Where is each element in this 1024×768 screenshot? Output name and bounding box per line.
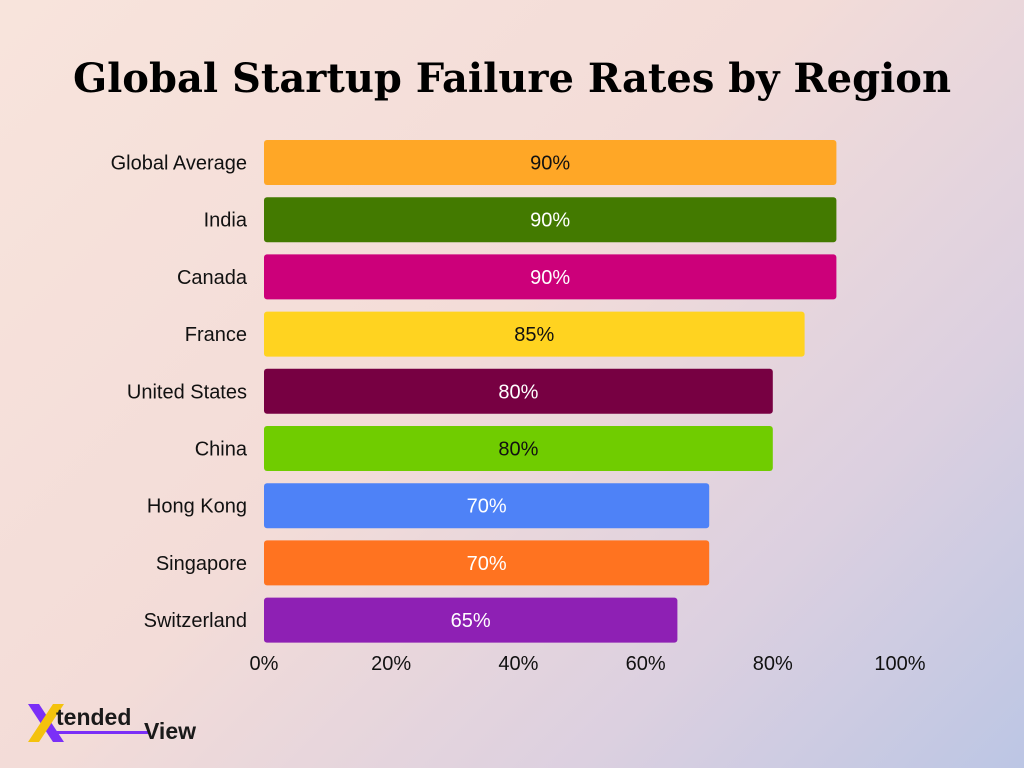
x-tick-label: 20%: [371, 653, 411, 675]
logo-word-view: View: [144, 718, 196, 744]
bar: [264, 197, 837, 243]
bar: [264, 140, 837, 185]
bars-layer: Global Average 90% India 90% Canada 90% France…: [111, 140, 837, 643]
bar-value-label: 80%: [498, 381, 538, 403]
category-label: Singapore: [156, 553, 247, 575]
bar-value-label: 70%: [467, 553, 507, 575]
x-tick-label: 0%: [250, 653, 279, 675]
category-label: Switzerland: [144, 610, 247, 632]
category-label: India: [204, 210, 248, 232]
chart-title: Global Startup Failure Rates by Region: [73, 55, 951, 102]
category-label: United States: [127, 381, 247, 403]
category-label: Hong Kong: [147, 496, 247, 518]
bar: [264, 426, 773, 471]
bar-value-label: 70%: [467, 496, 507, 518]
bar-value-label: 90%: [530, 153, 570, 175]
logo-x-mark-icon: [28, 704, 64, 742]
bar-value-label: 85%: [514, 324, 554, 346]
bar: [264, 597, 678, 643]
category-label: Global Average: [111, 153, 247, 175]
bar: [264, 368, 773, 414]
brand-logo: tended View: [26, 700, 216, 746]
bar-value-label: 90%: [530, 210, 570, 232]
x-tick-label: 40%: [498, 653, 538, 675]
x-tick-label: 60%: [626, 653, 666, 675]
x-tick-label: 100%: [874, 653, 925, 675]
bar-value-label: 80%: [498, 439, 538, 461]
x-tick-label: 80%: [753, 653, 793, 675]
category-label: Canada: [177, 267, 248, 289]
logo-word-tended: tended: [56, 704, 132, 730]
bar: [264, 311, 805, 357]
bar: [264, 254, 837, 300]
x-axis-ticks: 0% 20% 40% 60% 80% 100%: [250, 653, 926, 675]
bar: [264, 483, 710, 529]
bar-value-label: 65%: [451, 610, 491, 632]
logo-underline: [56, 731, 148, 734]
category-label: China: [195, 439, 248, 461]
bar-value-label: 90%: [530, 267, 570, 289]
bar: [264, 540, 710, 586]
category-label: France: [185, 324, 247, 346]
